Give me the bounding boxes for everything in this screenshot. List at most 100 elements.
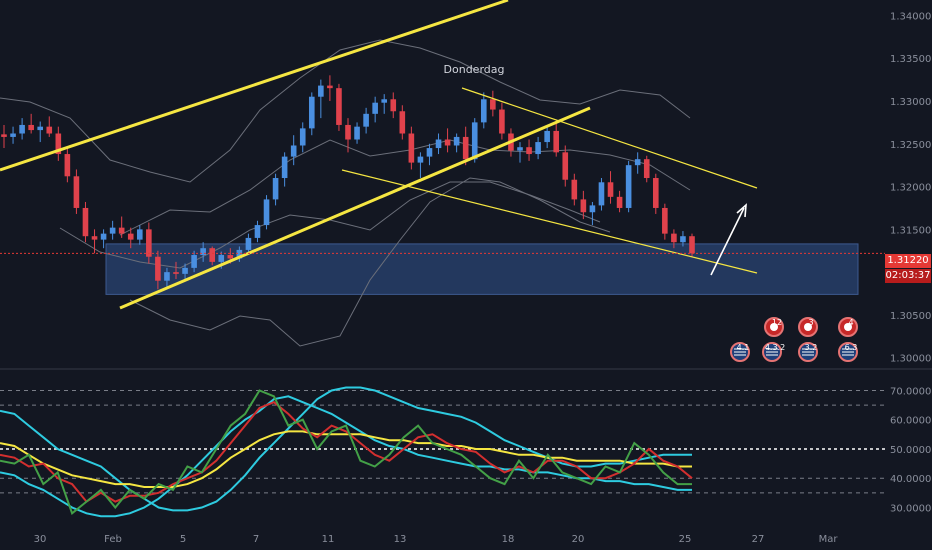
candle[interactable] [634, 152, 641, 174]
candle[interactable] [1, 124, 7, 149]
canada-flag-icon[interactable]: 12 [764, 317, 784, 337]
candle[interactable] [671, 229, 677, 249]
price-tick-label: 1.34000 [890, 11, 931, 22]
candle[interactable] [462, 126, 469, 166]
candle[interactable] [652, 173, 659, 214]
candle[interactable] [146, 222, 152, 264]
canada-flag-icon[interactable]: 3 [798, 317, 818, 337]
candle[interactable] [363, 107, 369, 134]
candle[interactable] [417, 152, 424, 179]
time-tick-label: 11 [322, 534, 335, 545]
candle[interactable] [28, 113, 34, 134]
candle[interactable] [164, 267, 170, 288]
usa-flag-icon[interactable]: 4.1 [730, 342, 750, 362]
candle[interactable] [426, 143, 433, 166]
candle[interactable] [308, 92, 315, 136]
price-pane[interactable] [0, 0, 885, 347]
candle[interactable] [616, 190, 623, 213]
usa-flag-icon[interactable]: 3.2 [798, 342, 818, 362]
candle[interactable] [526, 139, 532, 161]
candle[interactable] [399, 105, 406, 140]
candle[interactable] [281, 152, 288, 187]
candle[interactable] [263, 195, 270, 230]
candle[interactable] [589, 201, 596, 226]
candle[interactable] [444, 128, 451, 153]
candle[interactable] [607, 171, 614, 204]
candle[interactable] [643, 155, 650, 183]
candle[interactable] [136, 225, 143, 245]
candle[interactable] [290, 135, 297, 166]
candle[interactable] [327, 75, 333, 101]
candle[interactable] [64, 148, 71, 183]
support-zone[interactable] [105, 243, 859, 295]
descending-upper-trendline[interactable] [461, 87, 758, 189]
candle[interactable] [625, 160, 632, 213]
candle[interactable] [173, 261, 179, 279]
candle-body [46, 126, 53, 134]
candle[interactable] [209, 246, 216, 266]
candle[interactable] [182, 263, 188, 281]
descending-lower-trendline[interactable] [341, 169, 758, 274]
candle[interactable] [191, 250, 197, 273]
oscillator-pane[interactable] [0, 386, 885, 518]
candle-body [571, 179, 578, 200]
oscillator-series-line [0, 389, 692, 515]
channel-upper-trendline[interactable] [0, 0, 509, 172]
candle[interactable] [109, 220, 116, 240]
candle-body [272, 178, 279, 200]
candle[interactable] [127, 227, 134, 249]
candle[interactable] [155, 250, 161, 290]
channel-lower-trendline[interactable] [119, 106, 591, 310]
candle[interactable] [480, 92, 487, 129]
candle[interactable] [453, 133, 460, 153]
candle[interactable] [580, 190, 587, 220]
candle[interactable] [354, 122, 360, 144]
candle-body [127, 233, 134, 240]
candle[interactable] [55, 126, 62, 161]
candle[interactable] [73, 169, 80, 214]
candle[interactable] [517, 142, 523, 163]
candle[interactable] [200, 242, 206, 262]
candle[interactable] [245, 233, 252, 256]
candle-body [318, 85, 324, 97]
candle[interactable] [408, 126, 415, 170]
candle[interactable] [46, 116, 53, 137]
candle[interactable] [471, 118, 478, 163]
candle[interactable] [390, 92, 397, 119]
candle[interactable] [553, 122, 560, 157]
candle[interactable] [19, 118, 25, 140]
candle[interactable] [10, 126, 16, 144]
candle[interactable] [562, 145, 569, 187]
candle-body [634, 159, 641, 166]
price-tick-label: 1.30500 [890, 311, 931, 322]
candle[interactable] [91, 229, 98, 254]
candle[interactable] [100, 229, 107, 249]
candle[interactable] [254, 220, 261, 243]
candle[interactable] [345, 118, 351, 153]
candle[interactable] [544, 126, 550, 149]
candle[interactable] [381, 94, 388, 114]
usa-flag-icon[interactable]: 6.3 [838, 342, 858, 362]
candle[interactable] [37, 121, 44, 143]
candle-body [336, 88, 342, 125]
candle[interactable] [499, 102, 505, 140]
candle[interactable] [598, 178, 605, 211]
economic-events[interactable]: 4.1 4.3.2 3.2 6.3 12 3 4 [730, 317, 858, 362]
candle[interactable] [299, 122, 306, 153]
candle[interactable] [336, 83, 342, 131]
usa-flag-icon[interactable]: 4.3.2 [762, 342, 785, 362]
candle[interactable] [372, 96, 378, 123]
canada-flag-icon[interactable]: 4 [838, 317, 858, 337]
candle[interactable] [662, 203, 668, 240]
candle[interactable] [236, 246, 243, 262]
candle[interactable] [118, 216, 125, 238]
candle[interactable] [82, 201, 89, 243]
candle[interactable] [535, 136, 541, 160]
candle[interactable] [571, 173, 578, 206]
candle[interactable] [435, 133, 442, 155]
candle[interactable] [680, 231, 686, 247]
candle[interactable] [318, 79, 324, 119]
candle[interactable] [490, 90, 496, 117]
candle[interactable] [272, 173, 279, 206]
